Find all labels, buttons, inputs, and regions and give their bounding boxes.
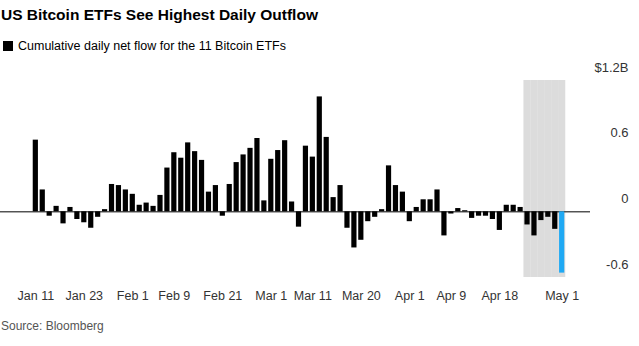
svg-text:May 1: May 1 [545,289,579,303]
svg-text:0.6: 0.6 [610,125,628,140]
html-text:US Bitcoin ETFs See Highest Da: US Bitcoin ETFs See Highest Daily Outflo… [1,6,318,23]
svg-text:Apr 1: Apr 1 [395,289,425,303]
html-text:Source: Bloomberg: Source: Bloomberg [1,319,104,333]
svg-text:$1.2B: $1.2B [595,60,629,75]
html-text:Cumulative daily net flow for: Cumulative daily net flow for the 11 Bit… [18,39,286,53]
svg-text:Jan 11: Jan 11 [18,289,55,303]
svg-text:Mar 1: Mar 1 [255,289,287,303]
svg-text:Apr 9: Apr 9 [436,289,466,303]
svg-text:Feb 9: Feb 9 [158,289,190,303]
svg-text:-0.6: -0.6 [606,257,628,272]
svg-text:Jan 23: Jan 23 [66,289,104,303]
svg-text:Mar 11: Mar 11 [294,289,332,303]
svg-text:Apr 18: Apr 18 [481,289,518,303]
svg-text:Feb 21: Feb 21 [203,289,242,303]
svg-text:Feb 1: Feb 1 [117,289,149,303]
svg-text:Mar 20: Mar 20 [342,289,381,303]
svg-text:0: 0 [621,191,628,206]
